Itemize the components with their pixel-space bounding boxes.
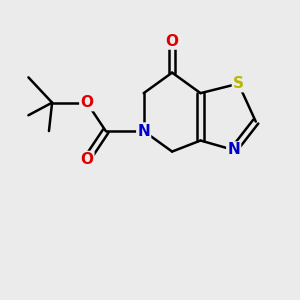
Text: S: S bbox=[233, 76, 244, 91]
Text: N: N bbox=[227, 142, 240, 158]
Text: O: O bbox=[166, 34, 178, 49]
Text: O: O bbox=[80, 95, 93, 110]
Text: N: N bbox=[137, 124, 150, 139]
Text: O: O bbox=[80, 152, 93, 167]
